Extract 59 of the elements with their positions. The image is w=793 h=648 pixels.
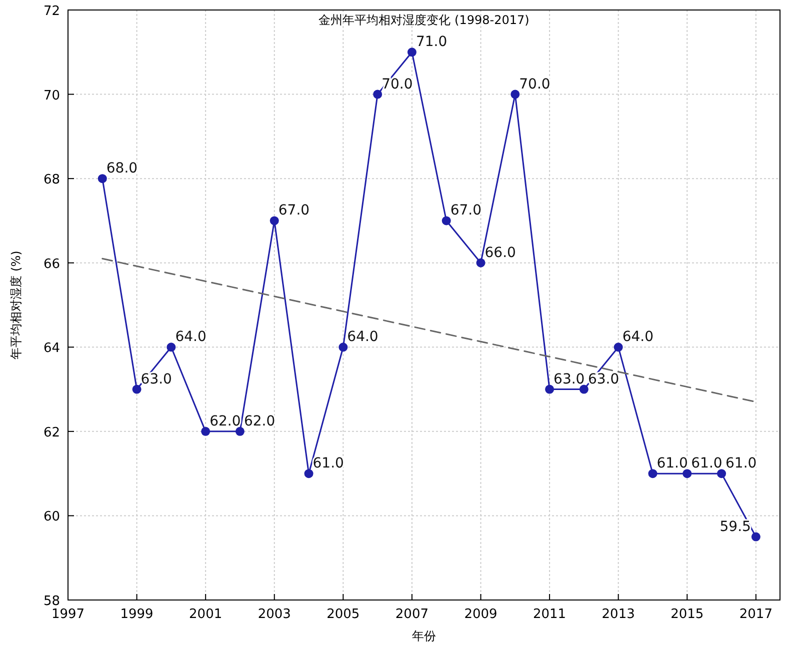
data-label: 61.0	[726, 456, 757, 472]
point	[132, 384, 142, 394]
x-tick-label: 2001	[189, 607, 222, 622]
point	[717, 469, 726, 478]
data-label: 61.0	[656, 456, 688, 472]
point	[407, 48, 416, 57]
data-label: 71.0	[416, 34, 448, 50]
data-label: 64.0	[175, 329, 206, 346]
data-label: 66.0	[484, 244, 516, 261]
y-tick-label: 68	[43, 172, 60, 188]
point	[338, 342, 348, 352]
x-tick-label: 2017	[739, 607, 772, 622]
y-tick-label: 60	[43, 510, 60, 525]
data-label: 63.0	[554, 371, 585, 388]
point	[579, 384, 588, 394]
point	[235, 426, 244, 436]
data-label: 68.0	[106, 160, 138, 177]
y-tick-label: 70	[43, 88, 60, 104]
data-label: 64.0	[347, 329, 378, 346]
x-tick-label: 2011	[533, 607, 566, 622]
y-tick-label: 62	[43, 425, 60, 440]
x-tick-label: 2013	[602, 607, 635, 622]
point	[98, 174, 107, 184]
point	[304, 469, 314, 478]
x-tick-label: 2009	[464, 607, 498, 622]
x-axis-title: 年份	[412, 629, 436, 643]
data-label: 64.0	[622, 329, 654, 346]
point	[682, 469, 692, 478]
point	[166, 342, 176, 352]
y-tick-label: 64	[43, 341, 60, 356]
y-tick-label: 58	[43, 594, 60, 609]
x-tick-label: 2005	[326, 607, 360, 622]
data-label: 62.0	[244, 413, 276, 430]
x-tick-label: 2003	[258, 607, 291, 622]
x-tick-label: 2007	[395, 607, 429, 622]
point	[614, 342, 623, 352]
data-label: 61.0	[312, 456, 344, 472]
data-label: 59.5	[720, 518, 751, 535]
data-label: 61.0	[691, 456, 722, 472]
data-label: 70.0	[519, 76, 550, 92]
x-tick-label: 1997	[51, 607, 85, 622]
point	[648, 469, 658, 478]
point	[442, 216, 451, 226]
point	[476, 258, 486, 268]
point	[545, 384, 554, 394]
x-tick-label: 2015	[670, 607, 704, 622]
point	[270, 216, 279, 226]
point	[751, 532, 760, 542]
data-label: 67.0	[450, 202, 482, 219]
data-label: 67.0	[278, 202, 310, 219]
point	[510, 90, 520, 99]
y-tick-label: 72	[43, 4, 60, 19]
chart-title: 金州年平均相对湿度变化 (1998-2017)	[318, 13, 530, 27]
point	[201, 426, 210, 436]
data-label: 62.0	[210, 413, 241, 430]
point	[373, 90, 382, 99]
x-tick-label: 1999	[120, 607, 154, 622]
y-axis-title: 年平均相对湿度 (%)	[9, 250, 23, 360]
y-tick-label: 66	[43, 256, 60, 272]
